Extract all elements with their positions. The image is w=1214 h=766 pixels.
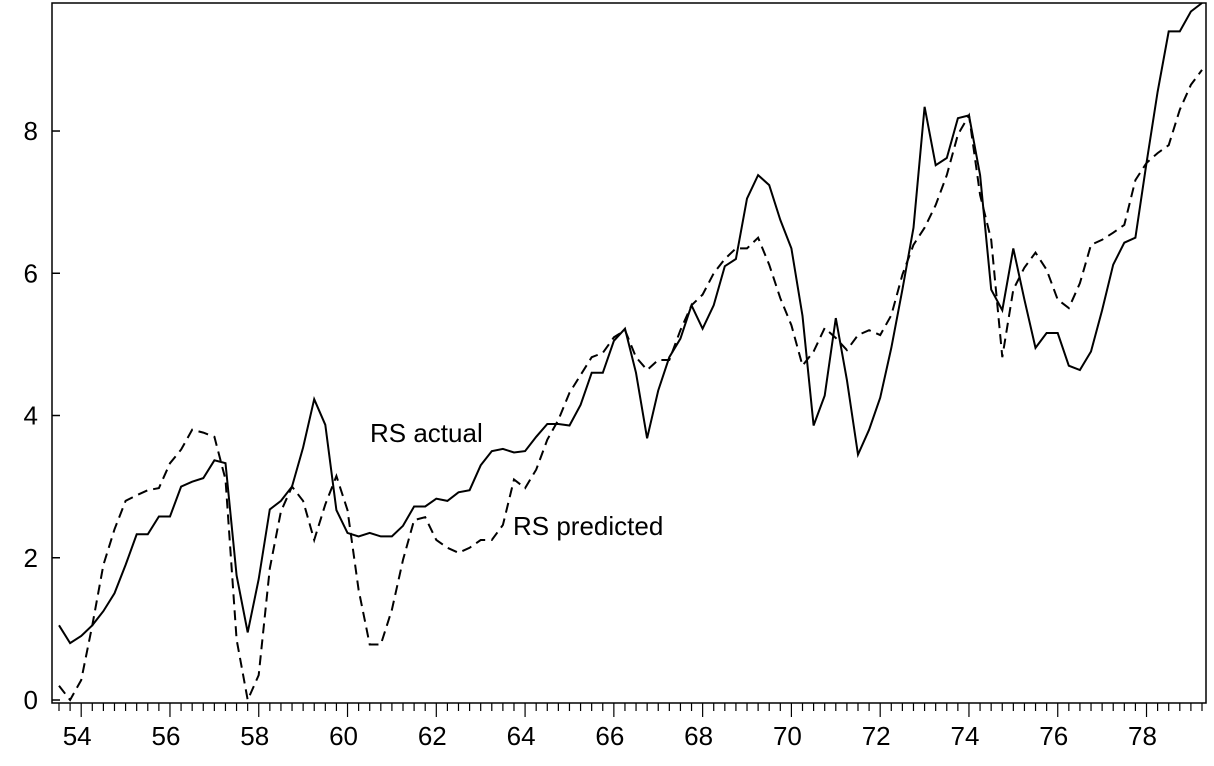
series-line (58, 69, 1203, 704)
x-tick-label: 70 (773, 721, 802, 751)
y-tick-label: 6 (24, 258, 38, 288)
x-tick-label: 68 (684, 721, 713, 751)
y-tick-label: 4 (24, 401, 38, 431)
x-tick-label: 66 (595, 721, 624, 751)
series-label: RS predicted (513, 511, 663, 541)
x-tick-label: 56 (152, 721, 181, 751)
x-tick-label: 72 (862, 721, 891, 751)
x-tick-label: 78 (1128, 721, 1157, 751)
plot-frame (51, 2, 1207, 704)
y-tick-label: 0 (24, 685, 38, 715)
y-tick-label: 8 (24, 116, 38, 146)
series-label: RS actual (370, 418, 483, 448)
y-tick-label: 2 (24, 543, 38, 573)
x-tick-label: 54 (63, 721, 92, 751)
x-tick-label: 60 (329, 721, 358, 751)
x-tick-label: 58 (240, 721, 269, 751)
x-tick-label: 76 (1039, 721, 1068, 751)
x-tick-label: 74 (951, 721, 980, 751)
x-tick-label: 62 (418, 721, 447, 751)
x-tick-label: 64 (507, 721, 536, 751)
series-line (58, 2, 1203, 645)
